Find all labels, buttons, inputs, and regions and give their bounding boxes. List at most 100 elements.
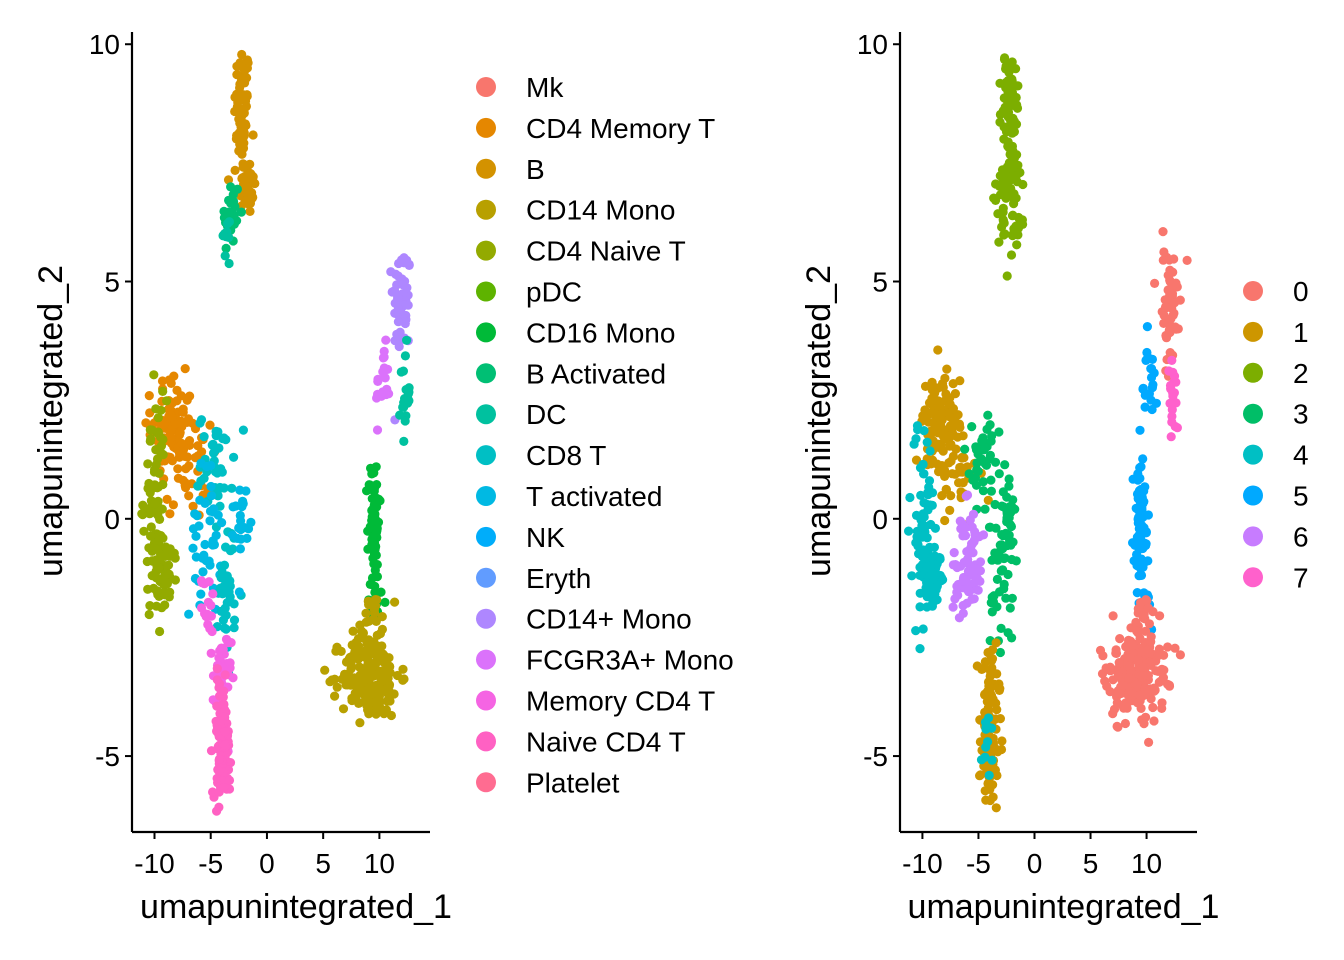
cell-point (1133, 655, 1143, 665)
cell-point (224, 217, 234, 227)
cell-point (1118, 680, 1128, 690)
cell-point (949, 548, 959, 558)
legend-swatch (1243, 485, 1263, 506)
umap-panel-cluster: -10 -5 0 5 10-50510umapunintegrated_1umapuni… (800, 29, 1309, 926)
cell-point (1017, 215, 1027, 225)
cell-point (999, 579, 1009, 590)
cell-point (238, 496, 248, 506)
x-tick-label: -10 (902, 848, 942, 879)
cell-point (212, 664, 222, 674)
legend-label: CD14 Mono (526, 195, 675, 226)
cell-point (979, 663, 989, 673)
cell-point (1143, 353, 1153, 363)
cell-point (992, 770, 1002, 781)
cell-point (998, 203, 1008, 213)
cell-point (226, 638, 236, 648)
cell-point (924, 482, 934, 492)
cell-point (382, 696, 392, 706)
cell-point (238, 63, 248, 74)
legend-label: 1 (1293, 317, 1309, 348)
cell-point (338, 704, 349, 714)
cell-point (1007, 593, 1017, 603)
cell-point (379, 363, 389, 373)
cell-point (1101, 663, 1111, 673)
cell-point (206, 648, 216, 658)
legend-label: 2 (1293, 358, 1309, 389)
cell-point (214, 766, 224, 776)
cell-point (393, 331, 403, 341)
cell-point (243, 199, 253, 209)
cell-point (1006, 84, 1016, 94)
cell-point (229, 615, 240, 625)
cell-point (968, 568, 978, 578)
cell-point (1008, 231, 1018, 241)
cell-point (1001, 593, 1011, 603)
cell-point (372, 630, 382, 641)
cell-point (1161, 333, 1172, 343)
cell-point (1139, 719, 1149, 729)
cell-point (1150, 278, 1160, 288)
cell-point (922, 578, 932, 588)
legend-swatch (476, 363, 496, 384)
cell-point (173, 464, 183, 474)
cell-point (393, 291, 403, 301)
cell-point (369, 510, 379, 520)
cell-point (228, 190, 238, 200)
cell-point (168, 500, 178, 510)
cell-point (1011, 221, 1021, 231)
cell-point (396, 367, 406, 377)
x-tick-label: -10 (134, 848, 174, 879)
cell-point (166, 432, 177, 442)
cell-point (151, 555, 161, 565)
legend-swatch (476, 690, 496, 711)
cell-point (911, 455, 922, 465)
cell-point (208, 589, 218, 599)
cell-point (958, 600, 968, 611)
cell-point (228, 530, 238, 540)
x-tick-label: -5 (198, 848, 223, 879)
cell-point (948, 602, 958, 612)
cell-point (204, 577, 214, 587)
cell-point (933, 439, 944, 449)
cell-point (180, 478, 190, 488)
cell-point (1132, 680, 1142, 690)
cell-point (395, 410, 405, 420)
cell-point (219, 699, 229, 710)
cell-point (904, 526, 914, 536)
cell-point (234, 587, 244, 597)
legend-cluster: 0 1 2 3 4 5 6 7 (1243, 276, 1309, 593)
cell-point (205, 420, 215, 430)
cell-point (1143, 556, 1153, 566)
cell-point (205, 624, 215, 634)
cell-point (980, 443, 990, 453)
cell-point (976, 454, 987, 464)
cell-point (1164, 681, 1175, 691)
cell-point (184, 461, 194, 471)
cell-point (1011, 92, 1021, 103)
cell-point (147, 425, 157, 435)
cell-point (1137, 646, 1147, 657)
cell-point (225, 546, 236, 556)
cell-point (933, 345, 943, 355)
cell-point (1139, 486, 1149, 496)
cell-point (373, 685, 384, 696)
cell-point (212, 675, 222, 685)
cell-point (907, 571, 917, 581)
cell-point (196, 589, 206, 599)
cell-point (149, 583, 159, 594)
cell-point (1134, 494, 1144, 504)
cell-point (213, 510, 223, 520)
cell-point (352, 683, 362, 694)
cell-point (367, 669, 377, 679)
cell-point (1165, 380, 1176, 391)
cell-point (146, 434, 156, 444)
cell-point (970, 527, 980, 537)
cell-point (998, 106, 1008, 116)
cell-point (390, 597, 400, 607)
cell-point (1172, 423, 1182, 433)
cell-point (233, 98, 243, 108)
cell-point (212, 773, 222, 784)
legend-swatch (476, 486, 496, 506)
cell-point (159, 575, 169, 585)
cell-point (1143, 603, 1153, 613)
